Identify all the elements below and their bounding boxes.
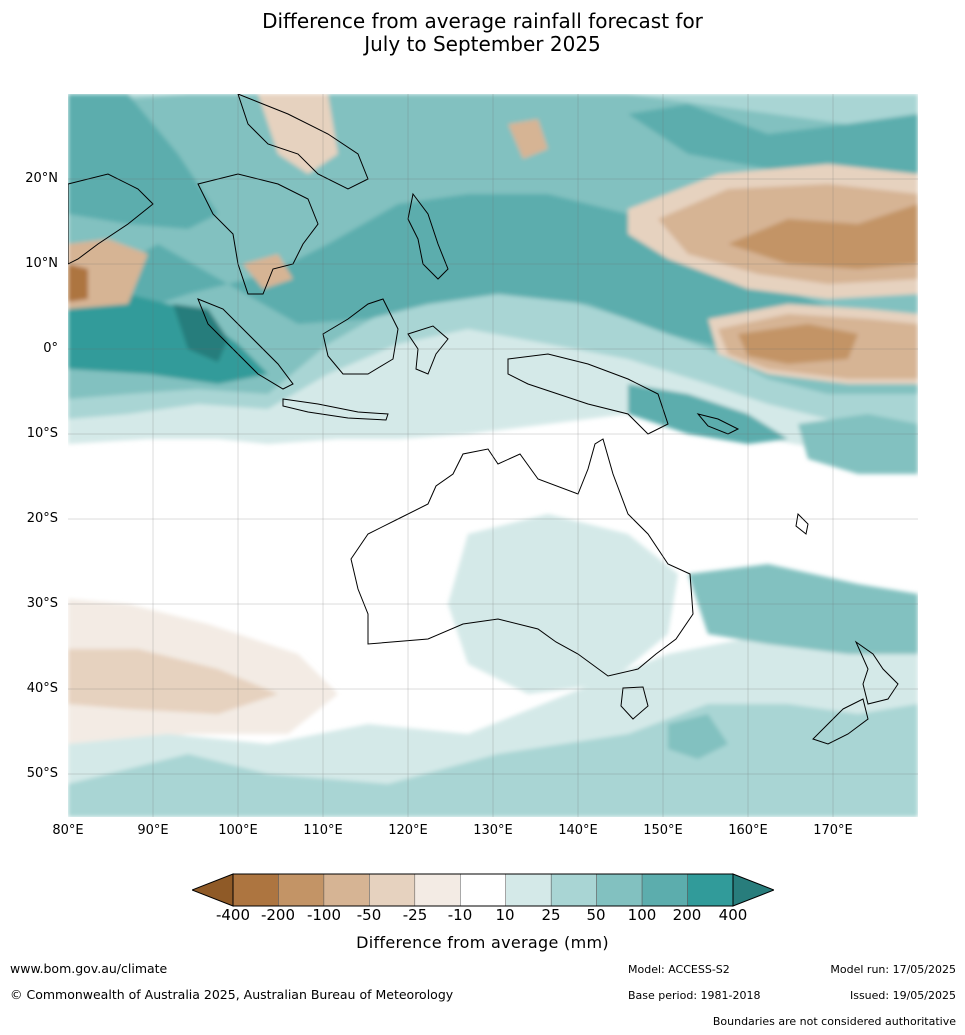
lat-label-20s: 20°S [26,511,58,526]
colorbar-cell [641,873,688,907]
cbar-tick-200: 200 [672,906,702,924]
cbar-tick-neg200: -200 [260,906,296,924]
footer-issued: Issued: 19/05/2025 [849,989,956,1002]
tasmania-outline [620,686,649,720]
colorbar-cell [278,873,325,907]
lon-label-150e: 150°E [643,823,683,838]
wet-east-mid [688,564,918,654]
colorbar-frame [232,873,734,907]
china-coast [237,94,369,190]
vanuatu-fiji-outline [795,512,809,535]
wet-core-3 [173,304,228,362]
lon-label-120e: 120°E [388,823,428,838]
colorbar-cell [687,873,734,907]
lon-label-130e: 130°E [473,823,513,838]
colorbar-cell [550,873,597,907]
lat-label-40s: 40°S [26,681,58,696]
wet-south-coral [798,414,918,474]
footer-base-period: Base period: 1981-2018 [628,989,761,1002]
footer-copyright: © Commonwealth of Australia 2025, Austra… [10,987,454,1002]
lon-label-160e: 160°E [728,823,768,838]
wet-nw-1 [68,94,218,229]
solomons-outline [696,413,740,435]
colorbar-cell [596,873,643,907]
lon-label-140e: 140°E [558,823,598,838]
lat-label-30s: 30°S [26,596,58,611]
lon-label-100e: 100°E [218,823,258,838]
dry-spot-1 [508,119,548,159]
colorbar-cell [323,873,370,907]
sumatra-outline [197,298,294,390]
colorbar-cell [505,873,552,907]
graticule [68,94,918,817]
philippines-outline [407,192,449,280]
chart-title: Difference from average rainfall forecas… [0,10,965,56]
map-svg [68,94,918,817]
colorbar-cell [232,873,279,907]
new-zealand-south [812,698,869,745]
footer-url[interactable]: www.bom.gov.au/climate [10,961,168,976]
coastlines [68,94,899,745]
cbar-tick-neg100: -100 [306,906,342,924]
title-line-1: Difference from average rainfall forecas… [262,9,703,33]
lat-label-10s: 10°S [26,426,58,441]
lon-label-90e: 90°E [137,823,169,838]
title-line-2: July to September 2025 [364,32,601,56]
indochina-outline [197,173,319,295]
lon-label-110e: 110°E [303,823,343,838]
colorbar-svg [190,873,776,907]
lat-label-50s: 50°S [26,766,58,781]
wet-nz-spot [668,714,728,759]
colorbar-title: Difference from average (mm) [356,933,609,952]
lon-label-170e: 170°E [813,823,853,838]
borneo-outline [322,298,399,375]
cbar-tick-10: 10 [495,906,515,924]
footer-model: Model: ACCESS-S2 [628,963,730,976]
footer-disclaimer: Boundaries are not considered authoritat… [712,1015,956,1028]
cbar-tick-neg400: -400 [215,906,251,924]
cbar-tick-25: 25 [541,906,561,924]
colorbar-cell [369,873,416,907]
cbar-tick-400: 400 [718,906,748,924]
dry-nw-strong [68,264,88,302]
java-outline [282,398,389,421]
dry-south-indian-mid [68,649,278,714]
colorbar-arrow-low [190,873,234,907]
dry-pacific-north-strong [728,204,918,269]
new-zealand-north [854,640,899,705]
colorbar [190,873,776,907]
cbar-tick-neg50: -50 [356,906,382,924]
lat-label-20n: 20°N [25,171,58,186]
lat-label-10n: 10°N [25,256,58,271]
wet-ne-1 [628,104,918,174]
dry-india-strip [258,94,338,174]
rainfall-map [68,94,918,817]
lat-label-0: 0° [43,341,58,356]
cbar-tick-neg25: -25 [402,906,428,924]
cbar-tick-100: 100 [627,906,657,924]
colorbar-cell [460,873,506,907]
sulawesi-outline [407,325,449,375]
cbar-tick-50: 50 [586,906,606,924]
australia-outline [350,438,694,677]
colorbar-arrow-high [732,873,776,907]
lon-label-80e: 80°E [52,823,84,838]
footer-model-run: Model run: 17/05/2025 [830,963,956,976]
dry-pacific-eq-strong [738,324,858,364]
cbar-tick-neg10: -10 [447,906,473,924]
dry-spot-2 [243,254,293,289]
colorbar-cell [414,873,461,907]
